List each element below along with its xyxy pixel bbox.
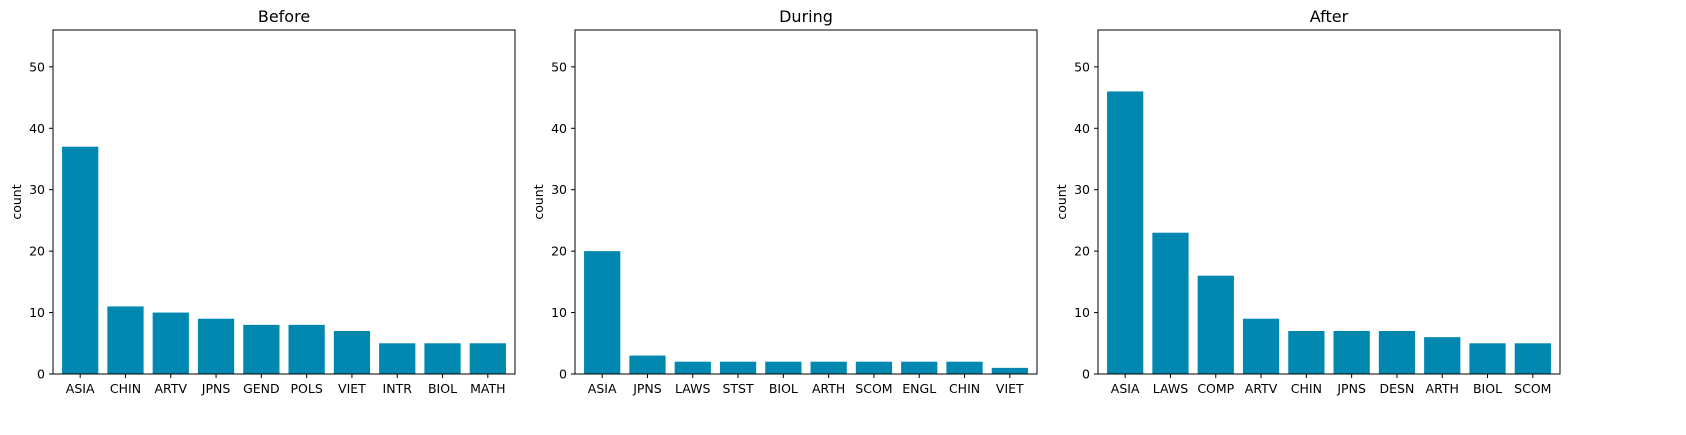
- x-tick-label: COMP: [1197, 381, 1234, 396]
- x-tick-label: JPNS: [632, 381, 662, 396]
- y-tick-label: 40: [29, 121, 45, 136]
- x-tick-label: JPNS: [1336, 381, 1366, 396]
- x-tick-label: INTR: [383, 381, 413, 396]
- bar-jpns: [197, 318, 235, 374]
- bar-asia: [1107, 91, 1144, 375]
- bar-laws: [1152, 232, 1189, 374]
- bar-laws: [674, 361, 711, 374]
- bar-stst: [719, 361, 757, 374]
- x-tick-label: SCOM: [855, 381, 892, 396]
- x-tick-label: GEND: [243, 381, 280, 396]
- x-tick-label: SCOM: [1514, 381, 1551, 396]
- x-tick-label: JPNS: [201, 381, 231, 396]
- y-tick-label: 40: [551, 121, 567, 136]
- bar-biol: [765, 361, 802, 374]
- bar-engl: [901, 361, 938, 374]
- y-tick-label: 50: [1074, 59, 1090, 74]
- x-tick-label: CHIN: [949, 381, 980, 396]
- bar-desn: [1378, 331, 1416, 374]
- x-tick-label: ASIA: [588, 381, 617, 396]
- y-tick-label: 20: [551, 244, 567, 259]
- x-tick-label: DESN: [1380, 381, 1415, 396]
- bar-viet: [991, 367, 1028, 374]
- bar-intr: [379, 343, 416, 374]
- y-tick-label: 30: [551, 182, 567, 197]
- y-tick-label: 30: [29, 182, 45, 197]
- bar-viet: [333, 331, 371, 374]
- x-tick-label: BIOL: [769, 381, 798, 396]
- y-tick-label: 10: [1074, 305, 1090, 320]
- chart-title: After: [1310, 7, 1349, 26]
- x-tick-label: CHIN: [110, 381, 141, 396]
- x-tick-label: STST: [722, 381, 754, 396]
- bar-scom: [1514, 343, 1551, 374]
- bar-artv: [1242, 318, 1280, 374]
- bar-arth: [810, 361, 847, 374]
- chart-panel-during: ASIA JPNS LAWS STST BIOL ARTH SCOM ENGL CHIN VIET…: [531, 7, 1038, 396]
- bar-asia: [62, 146, 99, 374]
- bar-chin: [1288, 331, 1325, 374]
- x-tick-label: CHIN: [1291, 381, 1322, 396]
- bar-artv: [152, 312, 189, 374]
- bar-gend: [243, 324, 280, 374]
- x-tick-label: BIOL: [428, 381, 457, 396]
- bar-math: [469, 343, 506, 374]
- x-tick-label: LAWS: [675, 381, 710, 396]
- y-tick-label: 50: [551, 59, 567, 74]
- y-tick-label: 50: [29, 59, 45, 74]
- x-tick-label: ARTV: [1245, 381, 1278, 396]
- y-tick-label: 0: [1082, 367, 1090, 382]
- x-tick-label: LAWS: [1153, 381, 1188, 396]
- x-tick-label: ARTH: [812, 381, 845, 396]
- y-axis-label: count: [531, 184, 546, 219]
- bar-chin: [946, 361, 983, 374]
- x-tick-label: BIOL: [1473, 381, 1502, 396]
- x-tick-label: ARTV: [155, 381, 188, 396]
- y-tick-label: 0: [37, 367, 45, 382]
- chart-title: Before: [258, 7, 310, 26]
- x-tick-label: POLS: [291, 381, 323, 396]
- y-axis-label: count: [9, 184, 24, 219]
- bar-biol: [424, 343, 461, 374]
- y-tick-label: 10: [551, 305, 567, 320]
- bar-scom: [855, 361, 893, 374]
- x-tick-label: ASIA: [66, 381, 95, 396]
- plot-frame: [574, 29, 1038, 375]
- bar-jpns: [629, 355, 666, 374]
- chart-title: During: [779, 7, 833, 26]
- y-tick-label: 30: [1074, 182, 1090, 197]
- bar-comp: [1197, 275, 1234, 374]
- bar-biol: [1469, 343, 1506, 374]
- plot-frame: [1097, 29, 1561, 375]
- y-tick-label: 40: [1074, 121, 1090, 136]
- bar-arth: [1424, 337, 1461, 374]
- x-tick-label: ASIA: [1111, 381, 1140, 396]
- x-tick-label: ARTH: [1426, 381, 1459, 396]
- bar-pols: [288, 324, 325, 374]
- bar-jpns: [1333, 331, 1370, 374]
- x-tick-label: ENGL: [902, 381, 936, 396]
- y-tick-label: 0: [559, 367, 567, 382]
- y-axis-label: count: [1054, 184, 1069, 219]
- chart-panel-after: ASIA LAWS COMP ARTV CHIN JPNS DESN ARTH BIOL SCOM…: [1054, 7, 1561, 396]
- bar-asia: [584, 251, 621, 374]
- bar-chin: [107, 306, 144, 374]
- x-tick-label: VIET: [338, 381, 366, 396]
- y-tick-label: 10: [29, 305, 45, 320]
- y-tick-label: 20: [29, 244, 45, 259]
- plot-frame: [52, 29, 516, 375]
- y-tick-label: 20: [1074, 244, 1090, 259]
- x-tick-label: VIET: [996, 381, 1024, 396]
- x-tick-label: MATH: [470, 381, 505, 396]
- chart-panel-before: ASIA CHIN ARTV JPNS GEND POLS VIET INTR BIOL MATH…: [9, 7, 516, 396]
